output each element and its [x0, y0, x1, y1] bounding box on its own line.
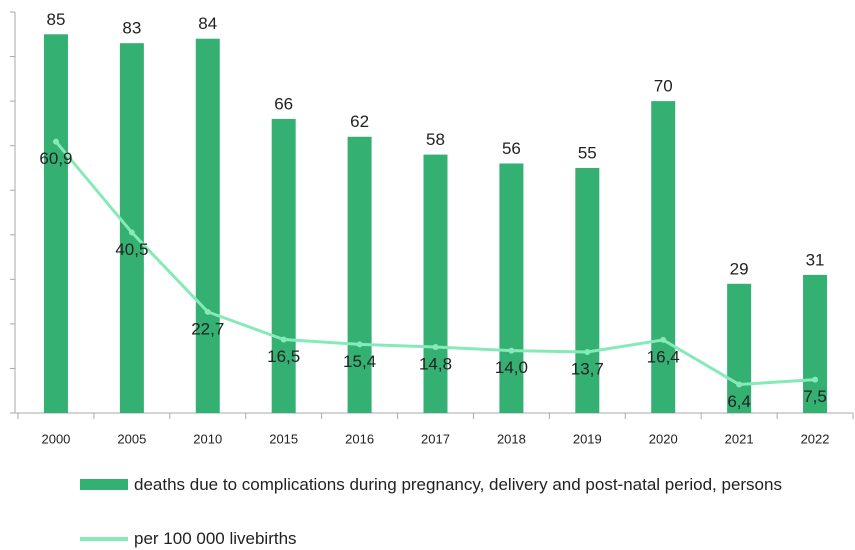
- x-tick-label: 2000: [41, 431, 70, 446]
- line-point: [660, 336, 667, 343]
- line-point: [356, 341, 363, 348]
- data-label: 15,4: [343, 352, 376, 371]
- x-tick-label: 2022: [801, 431, 830, 446]
- line-point: [508, 347, 515, 354]
- line-point: [432, 344, 439, 351]
- bar: [347, 136, 372, 413]
- x-tick-label: 2019: [573, 431, 602, 446]
- line-point: [128, 229, 135, 236]
- bar: [423, 154, 448, 414]
- data-label: 60,9: [39, 149, 72, 168]
- legend-swatch: [80, 537, 128, 541]
- data-label: 85: [46, 10, 65, 29]
- bar: [43, 34, 68, 414]
- legend-swatch: [80, 479, 128, 490]
- data-label: 29: [730, 259, 749, 278]
- data-label: 7,5: [803, 387, 827, 406]
- data-label: 83: [122, 19, 141, 38]
- line-point: [812, 376, 819, 383]
- x-tick-label: 2017: [421, 431, 450, 446]
- x-tick-label: 2010: [193, 431, 222, 446]
- line-point: [736, 381, 743, 388]
- line-point: [584, 348, 591, 355]
- data-label: 16,5: [267, 347, 300, 366]
- bar: [727, 283, 752, 413]
- x-tick-label: 2020: [649, 431, 678, 446]
- line-point: [52, 138, 59, 145]
- data-label: 6,4: [727, 392, 751, 411]
- data-label: 66: [274, 94, 293, 113]
- legend-item: per 100 000 livebirths: [80, 528, 834, 550]
- data-label: 84: [198, 14, 217, 33]
- line-point: [280, 336, 287, 343]
- bar: [119, 43, 144, 413]
- data-label: 55: [578, 143, 597, 162]
- data-label: 58: [426, 130, 445, 149]
- data-label: 14,8: [419, 355, 452, 374]
- x-tick-label: 2016: [345, 431, 374, 446]
- data-label: 62: [350, 112, 369, 131]
- x-tick-label: 2015: [269, 431, 298, 446]
- data-label: 70: [654, 77, 673, 96]
- data-label: 16,4: [647, 347, 680, 366]
- x-tick-label: 2005: [117, 431, 146, 446]
- data-label: 31: [806, 250, 825, 269]
- bar: [195, 38, 220, 413]
- line-point: [204, 308, 211, 315]
- bar: [803, 274, 828, 413]
- legend-label: deaths due to complications during pregn…: [134, 475, 782, 494]
- data-label: 13,7: [571, 359, 604, 378]
- bar: [651, 101, 676, 413]
- data-label: 22,7: [191, 319, 224, 338]
- bar: [575, 167, 600, 413]
- bar: [271, 118, 296, 413]
- data-label: 56: [502, 139, 521, 158]
- x-tick-label: 2018: [497, 431, 526, 446]
- legend-label: per 100 000 livebirths: [134, 529, 297, 548]
- data-label: 14,0: [495, 358, 528, 377]
- chart: 2000 2005 2010 2015 2016 2017 2018 2019 2020 2021…: [10, 10, 854, 446]
- legend-item: deaths due to complications during pregn…: [80, 474, 834, 496]
- x-tick-label: 2021: [725, 431, 754, 446]
- data-label: 40,5: [115, 240, 148, 259]
